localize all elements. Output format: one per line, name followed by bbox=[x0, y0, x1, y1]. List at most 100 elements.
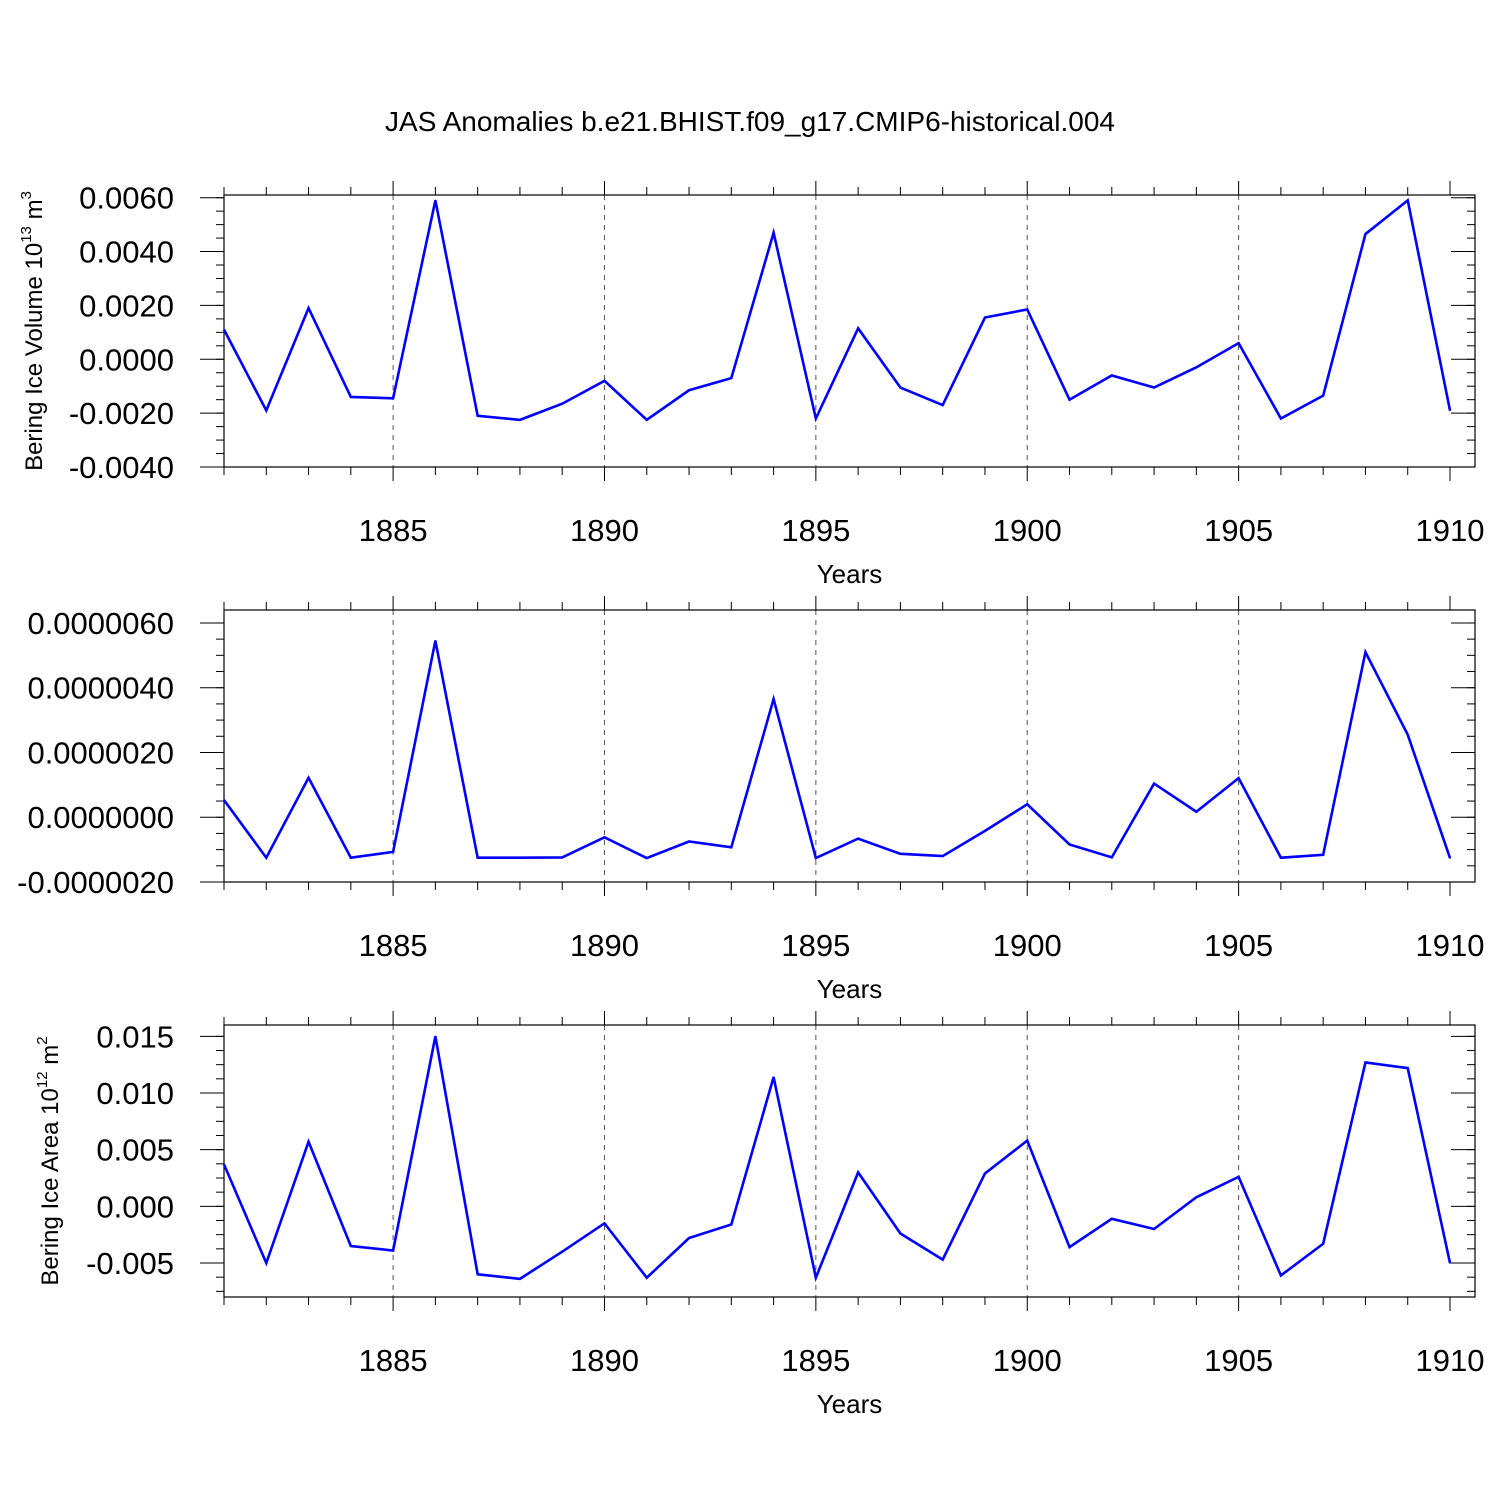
x-tick-label: 1895 bbox=[781, 928, 850, 963]
data-point-1883 bbox=[307, 1140, 310, 1143]
data-point-1887 bbox=[476, 856, 479, 859]
data-point-1905 bbox=[1237, 777, 1240, 779]
data-point-1898 bbox=[941, 855, 944, 857]
data-point-1884 bbox=[350, 1245, 352, 1247]
x-tick-label: 1895 bbox=[781, 1343, 850, 1378]
data-point-1906 bbox=[1280, 856, 1282, 859]
y-tick-label: 0.0060 bbox=[79, 181, 174, 216]
data-point-1895 bbox=[815, 857, 817, 859]
y-tick-label: 0.0040 bbox=[79, 235, 174, 270]
x-tick-label: 1900 bbox=[993, 928, 1062, 963]
x-tick-label: 1885 bbox=[359, 1343, 428, 1378]
series-line bbox=[222, 640, 1452, 861]
y-tick-label: -0.0000020 bbox=[17, 865, 174, 900]
data-point-1893 bbox=[730, 1223, 733, 1226]
data-point-1910 bbox=[1449, 409, 1451, 412]
y-tick-label: 0.0000060 bbox=[27, 606, 174, 641]
data-point-1895 bbox=[815, 417, 817, 420]
x-tick-label: 1890 bbox=[570, 928, 639, 963]
data-point-1893 bbox=[730, 377, 733, 379]
data-point-1908 bbox=[1364, 651, 1367, 653]
data-point-1883 bbox=[307, 307, 310, 309]
data-point-1901 bbox=[1068, 843, 1071, 846]
x-tick-label: 1890 bbox=[570, 513, 639, 548]
data-point-1901 bbox=[1068, 1246, 1071, 1248]
y-tick-label: 0.0000040 bbox=[27, 671, 174, 706]
data-point-1892 bbox=[688, 840, 690, 843]
data-point-1894 bbox=[772, 231, 775, 234]
data-point-1884 bbox=[350, 856, 352, 859]
x-tick-label: 1885 bbox=[359, 513, 428, 548]
data-point-1900 bbox=[1026, 308, 1029, 311]
data-point-1887 bbox=[476, 415, 479, 417]
data-point-1885 bbox=[392, 1249, 394, 1252]
data-point-1892 bbox=[688, 1237, 690, 1239]
data-point-1882 bbox=[265, 1262, 268, 1264]
x-tick-label: 1905 bbox=[1204, 513, 1273, 548]
figure-title: JAS Anomalies b.e21.BHIST.f09_g17.CMIP6-… bbox=[385, 106, 1115, 137]
data-point-1905 bbox=[1237, 1176, 1240, 1178]
data-point-1896 bbox=[857, 837, 859, 840]
series-line bbox=[222, 1036, 1452, 1283]
x-tick-label: 1900 bbox=[993, 513, 1062, 548]
y-tick-label: -0.005 bbox=[86, 1246, 174, 1281]
data-point-1903 bbox=[1153, 1228, 1155, 1230]
x-axis-title: Years bbox=[817, 974, 883, 1004]
data-point-1904 bbox=[1195, 810, 1198, 813]
x-tick-label: 1895 bbox=[781, 513, 850, 548]
data-point-1889 bbox=[561, 402, 564, 405]
data-point-1908 bbox=[1364, 233, 1367, 235]
x-tick-label: 1890 bbox=[570, 1343, 639, 1378]
data-point-1899 bbox=[984, 830, 986, 832]
panel-ice-volume: -0.0040 -0.0020 0.0000 0.0020 0.0040 0.0060 18… bbox=[18, 181, 1484, 589]
data-point-1907 bbox=[1322, 394, 1324, 397]
data-point-1886 bbox=[434, 639, 437, 642]
data-point-1900 bbox=[1026, 803, 1029, 806]
data-point-1902 bbox=[1110, 1218, 1113, 1220]
data-point-1902 bbox=[1110, 856, 1113, 859]
x-tick-label: 1910 bbox=[1416, 513, 1485, 548]
data-point-1886 bbox=[434, 1035, 437, 1038]
data-point-1890 bbox=[603, 1222, 606, 1225]
data-point-1902 bbox=[1110, 374, 1113, 377]
data-point-1896 bbox=[857, 327, 859, 330]
x-tick-label: 1905 bbox=[1204, 1343, 1273, 1378]
data-point-1897 bbox=[899, 853, 902, 855]
data-point-1907 bbox=[1322, 854, 1324, 856]
data-point-1894 bbox=[772, 698, 775, 700]
data-point-1887 bbox=[476, 1273, 479, 1276]
data-point-1891 bbox=[645, 419, 648, 421]
data-point-1897 bbox=[899, 1232, 902, 1235]
data-point-1906 bbox=[1280, 417, 1282, 420]
data-point-1888 bbox=[519, 419, 521, 421]
panel-series-2: -0.0000020 0.0000000 0.0000020 0.0000040 0.0… bbox=[17, 596, 1484, 1004]
data-point-1884 bbox=[350, 396, 352, 398]
data-point-1896 bbox=[857, 1171, 859, 1174]
data-point-1881 bbox=[223, 328, 225, 331]
data-point-1903 bbox=[1153, 782, 1155, 785]
data-point-1899 bbox=[984, 1172, 986, 1175]
data-point-1894 bbox=[772, 1076, 775, 1078]
data-point-1892 bbox=[688, 389, 690, 392]
data-point-1899 bbox=[984, 316, 986, 319]
x-tick-label: 1905 bbox=[1204, 928, 1273, 963]
x-axis-title: Years bbox=[817, 1389, 883, 1419]
x-tick-label: 1885 bbox=[359, 928, 428, 963]
data-point-1886 bbox=[434, 199, 437, 202]
data-point-1881 bbox=[223, 799, 225, 801]
y-tick-label: 0.000 bbox=[96, 1189, 174, 1224]
y-tick-label: 0.0000000 bbox=[27, 800, 174, 835]
x-axis-title: Years bbox=[817, 559, 883, 589]
y-tick-label: -0.0020 bbox=[69, 396, 174, 431]
data-point-1895 bbox=[815, 1276, 817, 1279]
plot-frame bbox=[223, 1024, 1476, 1298]
data-point-1888 bbox=[519, 856, 521, 859]
y-tick-label: 0.015 bbox=[96, 1019, 174, 1054]
data-point-1897 bbox=[899, 386, 902, 389]
data-point-1905 bbox=[1237, 342, 1240, 344]
data-point-1889 bbox=[561, 1250, 564, 1253]
data-point-1891 bbox=[645, 857, 648, 859]
y-axis-title: Bering Ice Area 1012 m2 bbox=[34, 1036, 64, 1285]
y-axis-title: Bering Ice Volume 1013 m3 bbox=[18, 191, 48, 471]
